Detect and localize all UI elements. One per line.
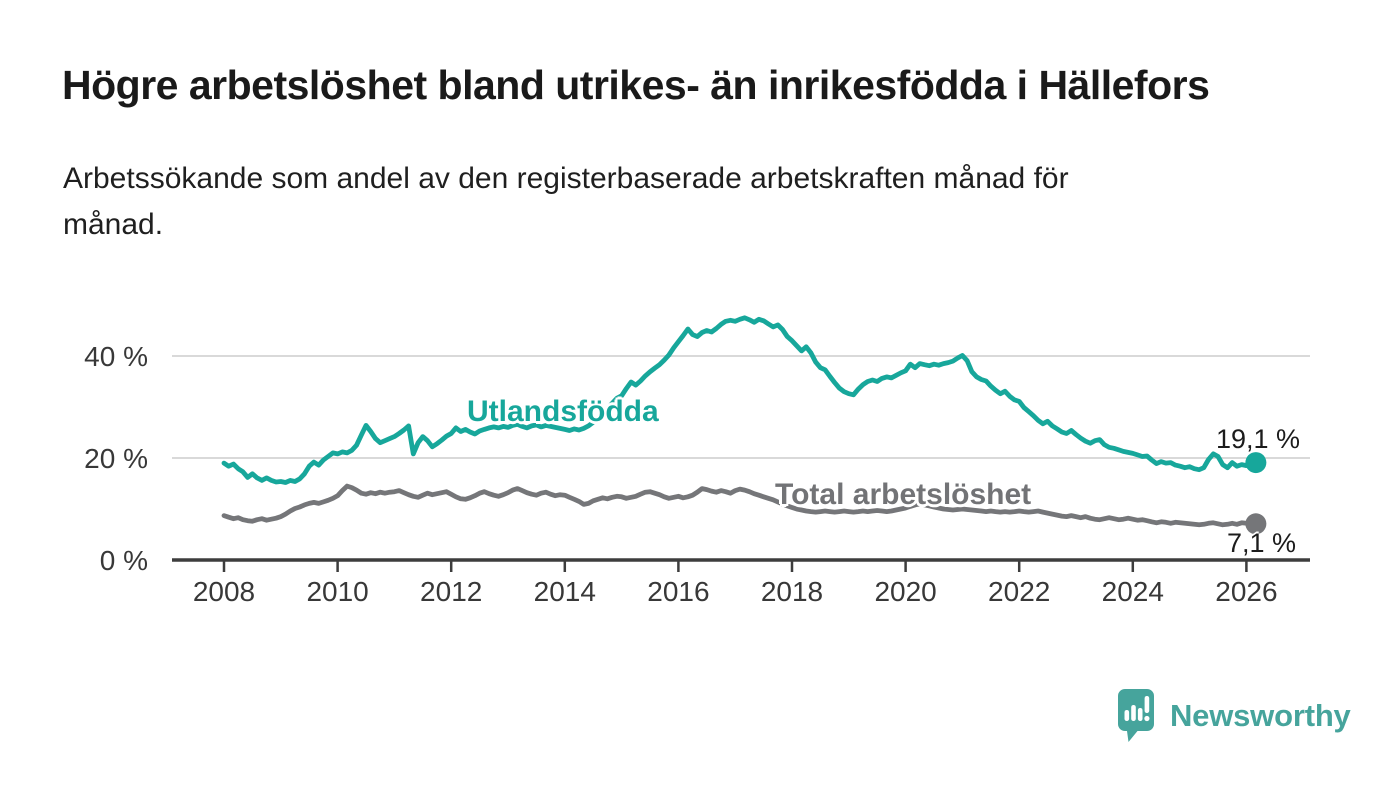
end-value-label-total: 7,1 % bbox=[1227, 528, 1297, 558]
y-axis-label-40: 40 % bbox=[84, 341, 148, 372]
page-title: Högre arbetslöshet bland utrikes- än inr… bbox=[62, 62, 1210, 108]
x-axis-label-2022: 2022 bbox=[988, 576, 1050, 607]
series-line-utlandsf-dda bbox=[221, 315, 1259, 485]
x-axis-label-2010: 2010 bbox=[306, 576, 368, 607]
x-axis-label-2016: 2016 bbox=[647, 576, 709, 607]
x-axis-label-2018: 2018 bbox=[761, 576, 823, 607]
x-axis-label-2026: 2026 bbox=[1215, 576, 1277, 607]
end-dot-utlandsf-dda bbox=[1245, 452, 1267, 474]
series-label-total-arbetsloshet: Total arbetslöshet bbox=[775, 478, 1032, 511]
y-axis-label-20: 20 % bbox=[84, 443, 148, 474]
x-axis-label-2014: 2014 bbox=[534, 576, 596, 607]
series-line-total-arbetsl-shet bbox=[221, 483, 1259, 528]
speech-bubble-bar-chart-icon bbox=[1118, 689, 1154, 742]
end-dot-total-arbetsl-shet bbox=[1245, 513, 1267, 535]
series-label-utlandsfodda: Utlandsfödda bbox=[467, 395, 659, 428]
end-value-label-utlandsfodda: 19,1 % bbox=[1216, 424, 1301, 454]
x-axis-label-2008: 2008 bbox=[193, 576, 255, 607]
newsworthy-logo: Newsworthy bbox=[1117, 688, 1351, 744]
x-axis-label-2012: 2012 bbox=[420, 576, 482, 607]
logo-text: Newsworthy bbox=[1170, 698, 1351, 733]
page-subtitle: Arbetssökande som andel av den registerb… bbox=[63, 162, 1069, 241]
x-axis-label-2024: 2024 bbox=[1102, 576, 1164, 607]
y-axis-label-0: 0 % bbox=[100, 545, 148, 576]
x-axis-label-2020: 2020 bbox=[874, 576, 936, 607]
